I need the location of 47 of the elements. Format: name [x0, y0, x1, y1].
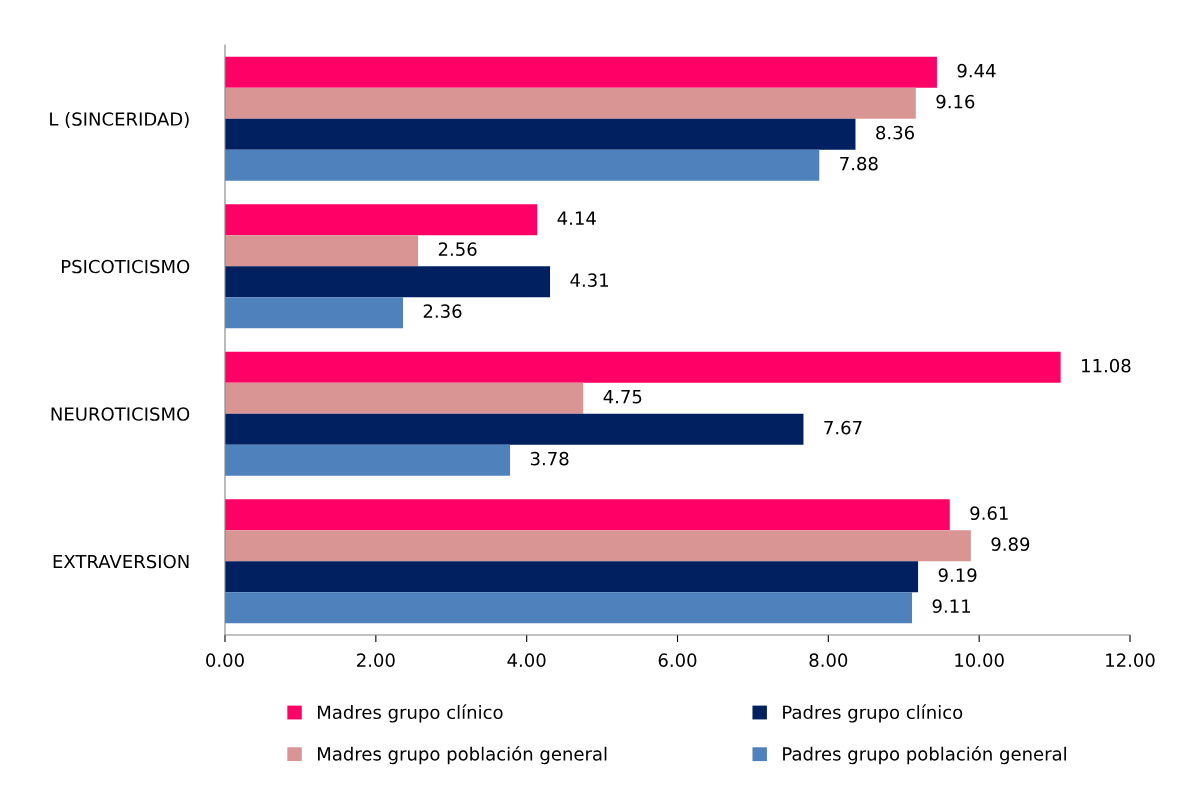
data-label: 4.31 [570, 273, 609, 287]
data-label: 4.75 [603, 390, 642, 404]
x-tick-label: 12.00 [1106, 653, 1155, 668]
data-label: 2.36 [423, 304, 462, 318]
legend-label: Madres grupo población general [318, 746, 607, 765]
bar [225, 444, 511, 476]
legend-label: Padres grupo población general [783, 746, 1066, 765]
data-label: 7.67 [824, 420, 862, 435]
bar [225, 149, 820, 181]
bar [225, 87, 916, 119]
data-label: 9.19 [938, 568, 977, 582]
bar [225, 204, 538, 236]
x-tick-label: 10.00 [955, 653, 1004, 668]
legend-label: Padres grupo clínico [783, 704, 963, 723]
x-tick-label: 4.00 [507, 653, 546, 668]
data-label: 8.36 [876, 125, 914, 140]
bar [225, 118, 856, 150]
bar [225, 351, 1061, 383]
y-tick-label: L (SINCERIDAD) [50, 111, 189, 128]
bar [225, 56, 937, 88]
y-tick-label: EXTRAVERSION [53, 554, 189, 569]
data-label: 9.61 [970, 506, 1008, 521]
data-label: 3.78 [530, 451, 569, 466]
data-label: 2.56 [438, 242, 477, 256]
x-tick-label: 0.00 [206, 653, 244, 668]
legend-label: Madres grupo clínico [318, 704, 503, 723]
bar [225, 592, 913, 624]
data-label: 9.89 [991, 537, 1030, 551]
x-tick-label: 2.00 [357, 653, 395, 668]
data-label: 7.88 [840, 156, 878, 171]
bar [225, 266, 551, 298]
bar [225, 561, 919, 593]
bar [225, 235, 419, 267]
bar [225, 499, 950, 531]
x-tick-label: 8.00 [809, 653, 848, 668]
bar [225, 530, 971, 562]
data-label: 9.44 [957, 63, 996, 78]
data-label: 11.08 [1082, 358, 1131, 373]
data-label: 4.14 [557, 211, 596, 225]
x-tick-label: 6.00 [658, 653, 697, 668]
data-label: 9.11 [932, 599, 971, 613]
bar [225, 297, 403, 329]
bar [225, 382, 584, 414]
y-tick-label: PSICOTICISMO [62, 259, 190, 274]
data-label: 9.16 [936, 94, 975, 109]
y-tick-label: NEUROTICISMO [51, 407, 190, 421]
bar [225, 413, 804, 445]
